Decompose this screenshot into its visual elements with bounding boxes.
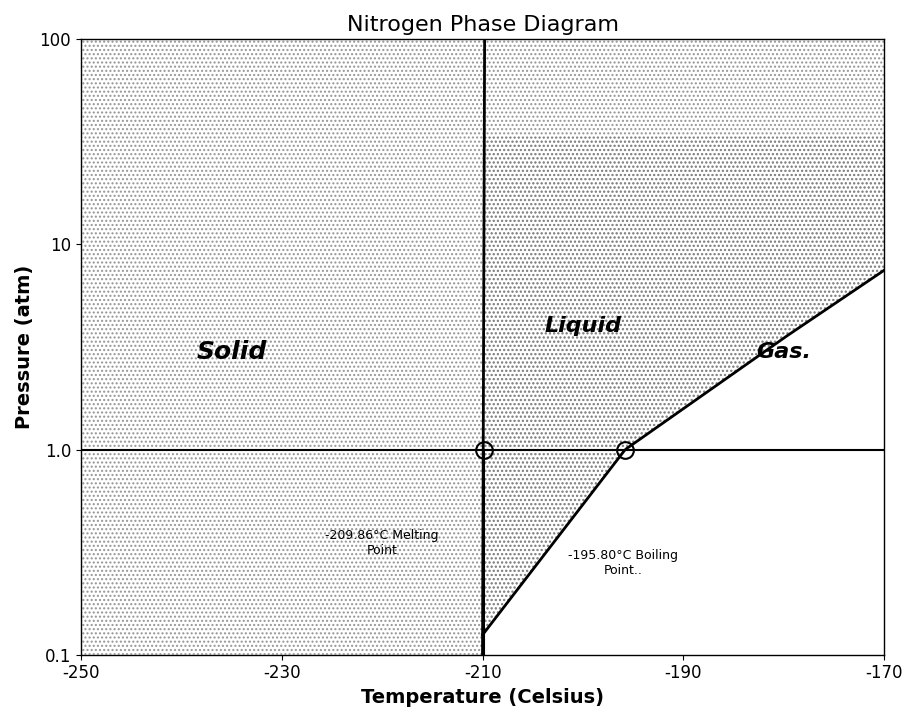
Text: Liquid: Liquid — [544, 316, 621, 336]
X-axis label: Temperature (Celsius): Temperature (Celsius) — [361, 688, 604, 707]
Text: -195.80°C Boiling
Point..: -195.80°C Boiling Point.. — [568, 549, 678, 577]
Y-axis label: Pressure (atm): Pressure (atm) — [15, 265, 34, 429]
Title: Nitrogen Phase Diagram: Nitrogen Phase Diagram — [347, 15, 619, 35]
Text: -209.86°C Melting
Point: -209.86°C Melting Point — [325, 529, 439, 557]
Text: Solid: Solid — [196, 340, 266, 364]
Text: Gas.: Gas. — [756, 342, 812, 362]
